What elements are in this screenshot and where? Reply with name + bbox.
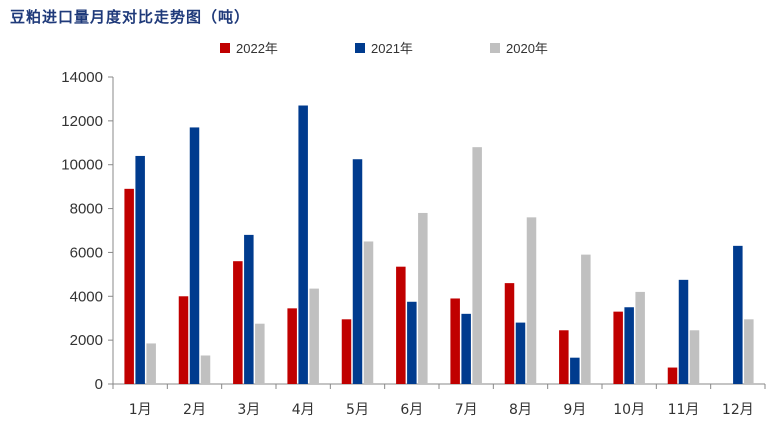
y-tick-label: 12000 xyxy=(61,113,103,130)
legend-label-2021: 2021年 xyxy=(371,41,413,56)
bar-2021年-4月 xyxy=(298,105,308,384)
bar-2021年-8月 xyxy=(515,322,526,384)
bar-2020年-4月 xyxy=(309,288,319,384)
x-tick-label: 8月 xyxy=(509,402,532,418)
x-tick-label: 5月 xyxy=(346,402,369,418)
bar-2021年-12月 xyxy=(733,245,743,384)
y-tick-label: 6000 xyxy=(70,244,103,261)
legend-item-2022: 2022年 xyxy=(220,38,278,57)
bar-2022年-8月 xyxy=(504,283,515,384)
y-tick-label: 10000 xyxy=(61,157,103,174)
bar-2021年-3月 xyxy=(244,234,254,384)
x-tick-label: 3月 xyxy=(237,402,260,418)
x-tick-label: 7月 xyxy=(455,402,478,418)
x-tick-label: 6月 xyxy=(400,402,423,418)
bar-2022年-5月 xyxy=(341,319,352,384)
bar-2021年-5月 xyxy=(352,159,363,384)
legend-swatch-2020 xyxy=(490,42,500,53)
bar-2020年-2月 xyxy=(200,355,211,384)
legend-swatch-2021 xyxy=(355,42,365,53)
x-tick-label: 11月 xyxy=(668,402,700,418)
bar-2021年-9月 xyxy=(570,357,580,384)
bar-2020年-9月 xyxy=(581,254,591,384)
x-tick-label: 10月 xyxy=(613,402,645,418)
bar-2021年-1月 xyxy=(135,155,145,384)
bar-2021年-11月 xyxy=(678,279,689,384)
y-tick-label: 8000 xyxy=(70,201,103,218)
bar-2022年-2月 xyxy=(178,296,189,384)
bar-2020年-11月 xyxy=(689,330,700,384)
chart-title: 豆粕进口量月度对比走势图（吨） xyxy=(10,8,251,26)
legend-swatch-2022 xyxy=(220,42,230,53)
x-tick-label: 9月 xyxy=(563,402,586,418)
y-tick-label: 14000 xyxy=(61,69,103,86)
legend: 2022年 2021年 2020年 xyxy=(0,38,783,58)
legend-label-2022: 2022年 xyxy=(236,41,278,56)
bar-2020年-1月 xyxy=(146,343,156,384)
x-tick-label: 2月 xyxy=(183,402,206,418)
bar-2022年-10月 xyxy=(613,311,623,384)
bar-2020年-8月 xyxy=(526,217,537,384)
bar-2020年-7月 xyxy=(472,147,482,384)
x-tick-label: 12月 xyxy=(722,402,754,418)
bar-2022年-6月 xyxy=(396,266,406,384)
bar-2021年-2月 xyxy=(189,127,200,384)
bar-2021年-7月 xyxy=(461,313,471,384)
bar-2022年-11月 xyxy=(667,367,678,384)
x-tick-label: 1月 xyxy=(129,402,152,418)
bar-2022年-1月 xyxy=(124,188,134,384)
x-tick-label: 4月 xyxy=(292,402,315,418)
y-tick-label: 0 xyxy=(95,376,103,393)
legend-item-2020: 2020年 xyxy=(490,38,548,57)
bar-2021年-6月 xyxy=(407,301,417,384)
bar-2020年-12月 xyxy=(744,319,754,384)
bar-2022年-4月 xyxy=(287,308,297,384)
bar-2021年-10月 xyxy=(624,307,634,384)
bar-2020年-6月 xyxy=(418,212,428,384)
bar-2020年-10月 xyxy=(635,291,645,384)
bar-2022年-7月 xyxy=(450,298,460,384)
bar-2022年-9月 xyxy=(559,330,569,384)
bar-2020年-3月 xyxy=(255,323,265,384)
y-tick-label: 4000 xyxy=(70,288,103,305)
bar-2022年-3月 xyxy=(233,261,243,384)
bar-2020年-5月 xyxy=(363,241,374,384)
y-tick-label: 2000 xyxy=(70,332,103,349)
legend-item-2021: 2021年 xyxy=(355,38,413,57)
legend-label-2020: 2020年 xyxy=(506,41,548,56)
